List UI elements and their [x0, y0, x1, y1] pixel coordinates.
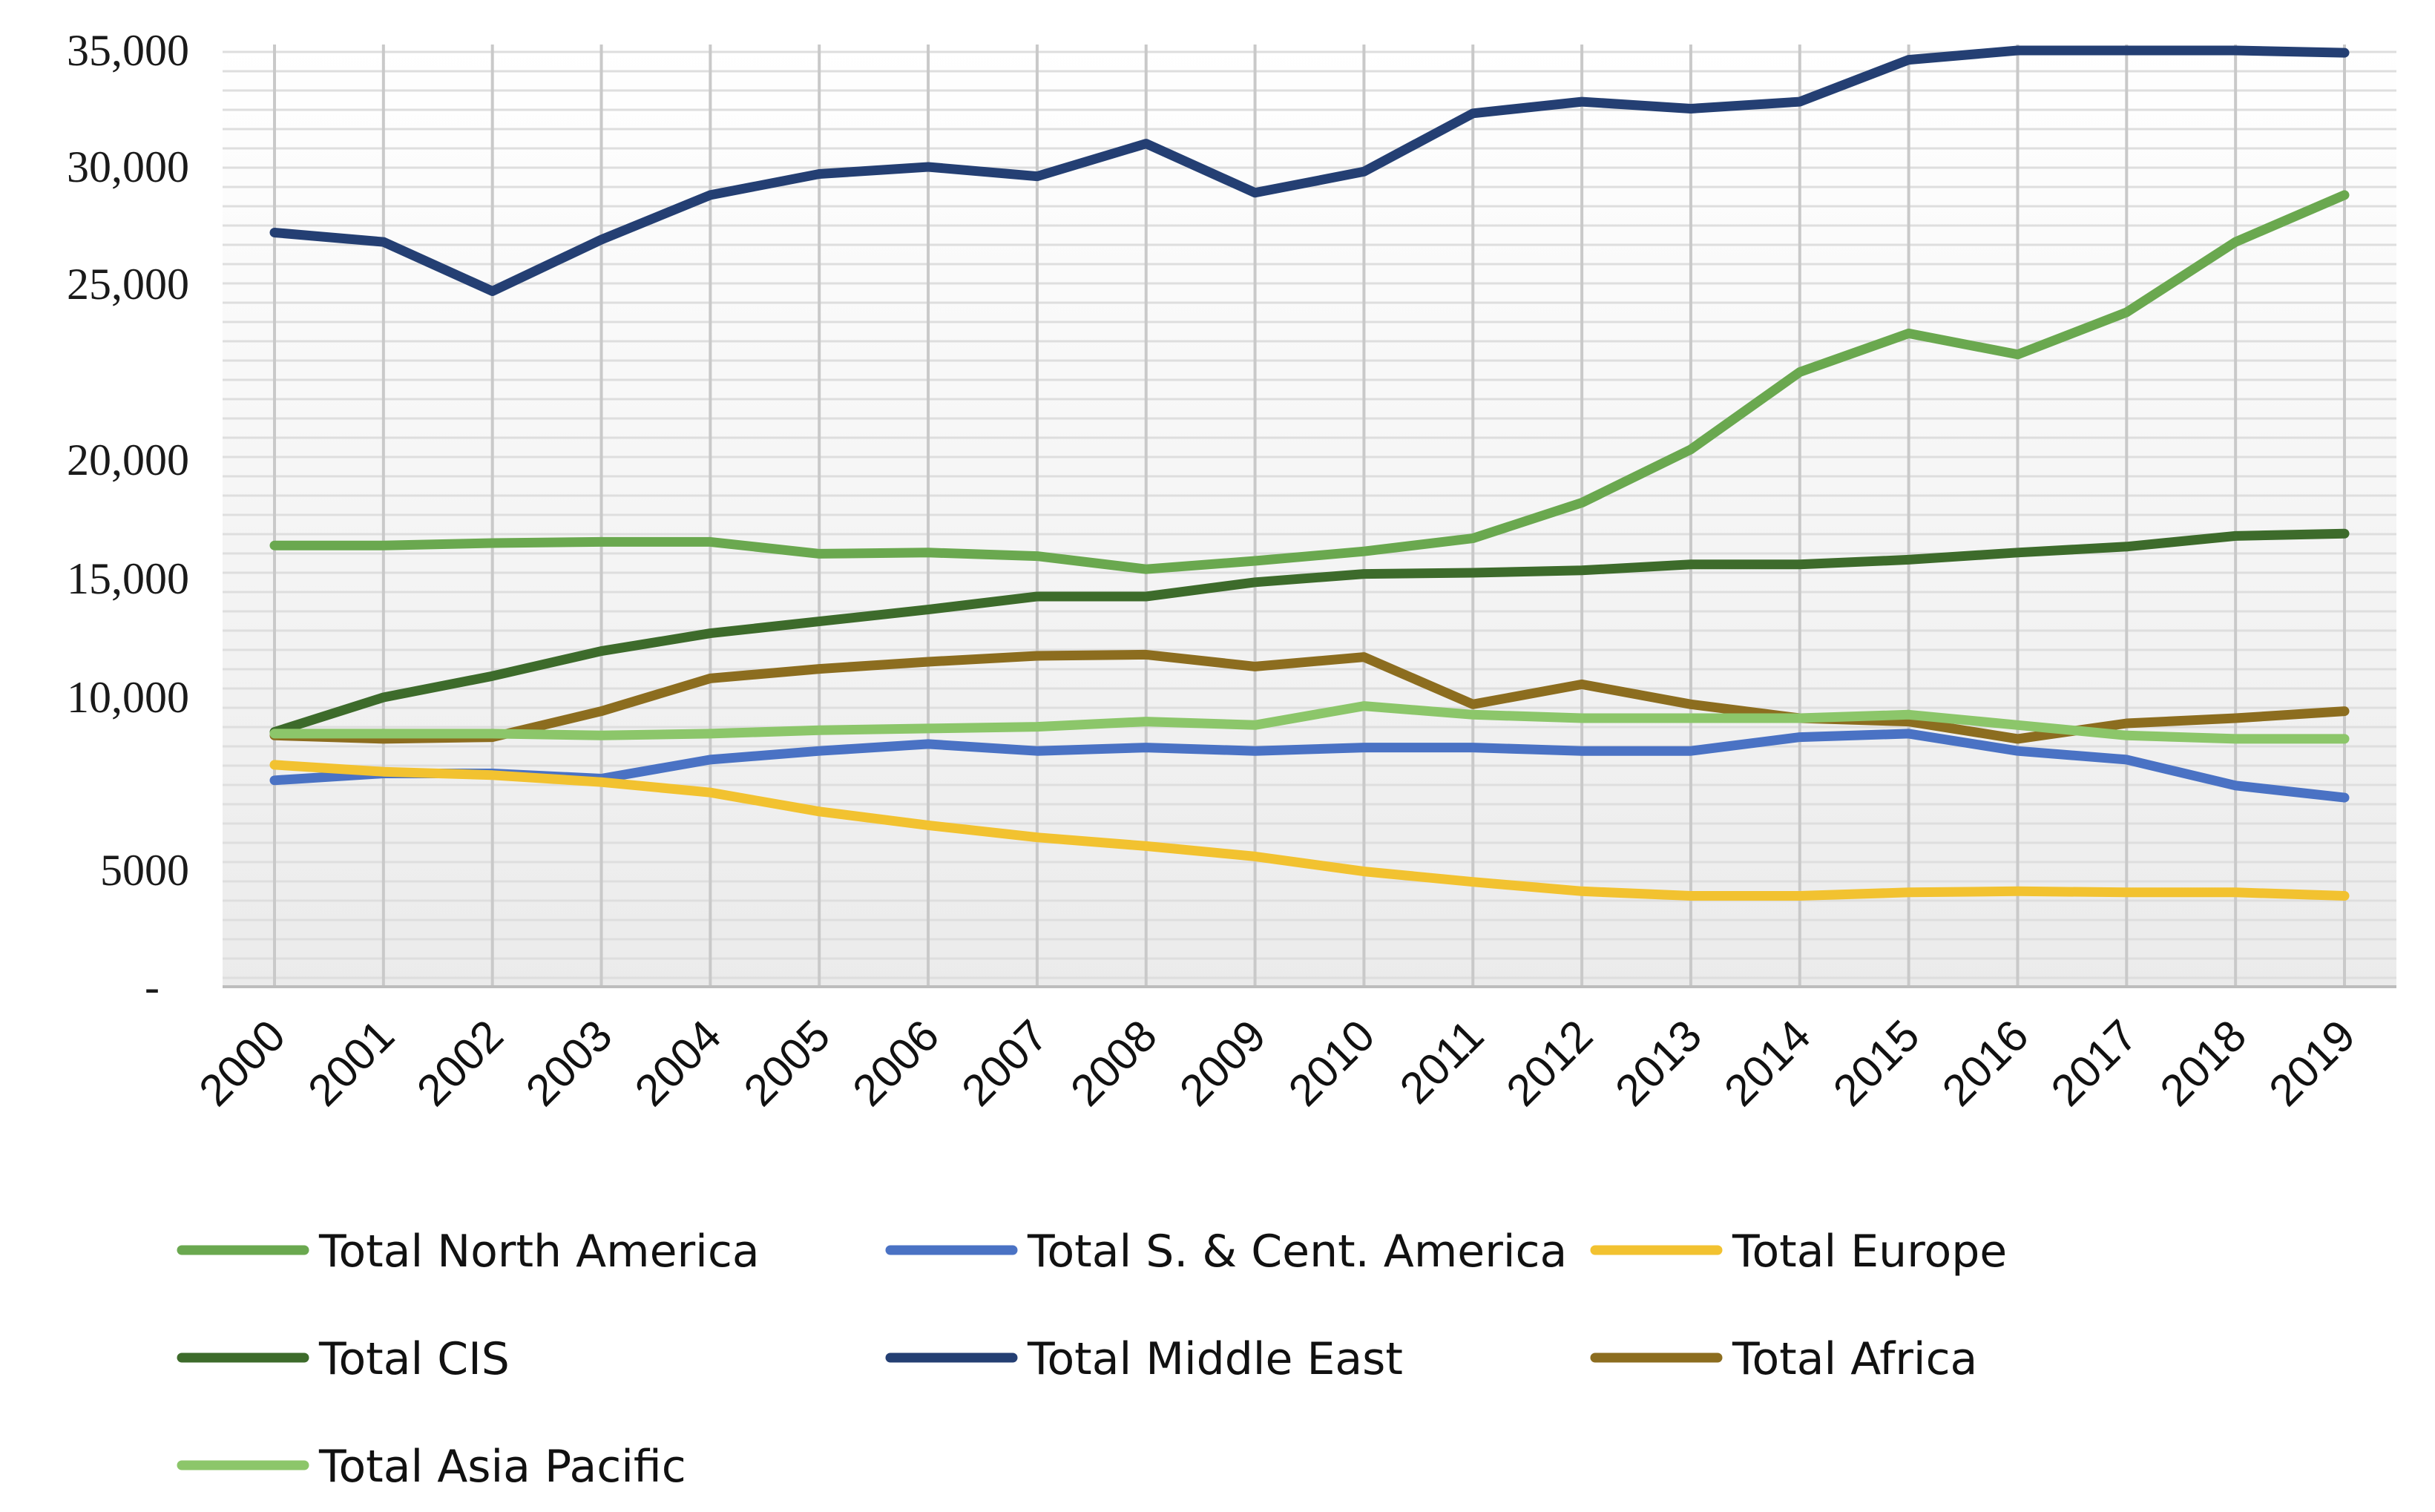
y-tick-label: 25,000: [67, 260, 189, 309]
x-tick-label: 2006: [843, 1010, 948, 1116]
series-line-total-africa: [269, 649, 2350, 744]
x-tick-label: 2012: [1497, 1010, 1603, 1116]
y-tick-label: 15,000: [67, 554, 189, 603]
legend-label-total-africa: Total Africa: [1732, 1333, 1977, 1385]
x-tick-label: 2019: [2259, 1010, 2365, 1116]
legend-label-total-europe: Total Europe: [1732, 1226, 2007, 1278]
x-tick-label: 2008: [1061, 1010, 1166, 1116]
series-line-total-europe: [269, 760, 2350, 901]
x-tick-label: 2002: [407, 1010, 513, 1116]
x-tick-label: 2000: [189, 1010, 295, 1116]
legend: Total North America Total S. & Cent. Amer…: [177, 1226, 2007, 1493]
legend-label-total-north-america: Total North America: [318, 1226, 760, 1278]
series-line-total-middle-east: [269, 45, 2350, 296]
series-line-total-asia-pacific: [269, 701, 2350, 744]
x-tick-label: 2018: [2151, 1010, 2256, 1116]
x-tick-label: 2005: [735, 1010, 840, 1116]
legend-label-total-cis: Total CIS: [318, 1333, 510, 1385]
x-tick-label: 2016: [1933, 1010, 2038, 1116]
x-tick-label: 2001: [298, 1010, 404, 1116]
y-tick-label: 30,000: [67, 142, 189, 191]
y-tick-label: 20,000: [67, 435, 189, 484]
legend-label-total-s-cent-america: Total S. & Cent. America: [1027, 1226, 1567, 1278]
x-tick-label: 2015: [1824, 1010, 1929, 1116]
x-tick-label: 2010: [1279, 1010, 1384, 1116]
y-axis-ticks: 35,000 30,000 25,000 20,000 15,000 10,000 5000…: [67, 26, 189, 1011]
series-line-total-s-cent-america: [269, 729, 2350, 803]
y-tick-label: -: [145, 962, 160, 1011]
x-tick-label: 2013: [1606, 1010, 1711, 1116]
x-tick-label: 2014: [1715, 1010, 1820, 1116]
y-tick-label: 35,000: [67, 26, 189, 75]
y-tick-label: 10,000: [67, 673, 189, 722]
legend-label-total-middle-east: Total Middle East: [1027, 1333, 1403, 1385]
series-line-total-cis: [269, 528, 2350, 737]
legend-label-total-asia-pacific: Total Asia Pacific: [318, 1441, 686, 1493]
x-tick-label: 2011: [1390, 1010, 1493, 1114]
x-axis-ticks: 2000 2001 2002 2003 2004 2005 2006 2007 2008 2009…: [189, 1010, 2365, 1116]
series-lines: [269, 45, 2350, 901]
x-tick-label: 2017: [2042, 1010, 2147, 1116]
x-tick-label: 2007: [952, 1010, 1057, 1116]
series-line-total-north-america: [269, 190, 2350, 574]
y-tick-label: 5000: [100, 846, 189, 895]
x-tick-label: 2009: [1170, 1010, 1275, 1116]
x-tick-label: 2003: [516, 1010, 622, 1116]
x-tick-label: 2004: [625, 1010, 731, 1116]
